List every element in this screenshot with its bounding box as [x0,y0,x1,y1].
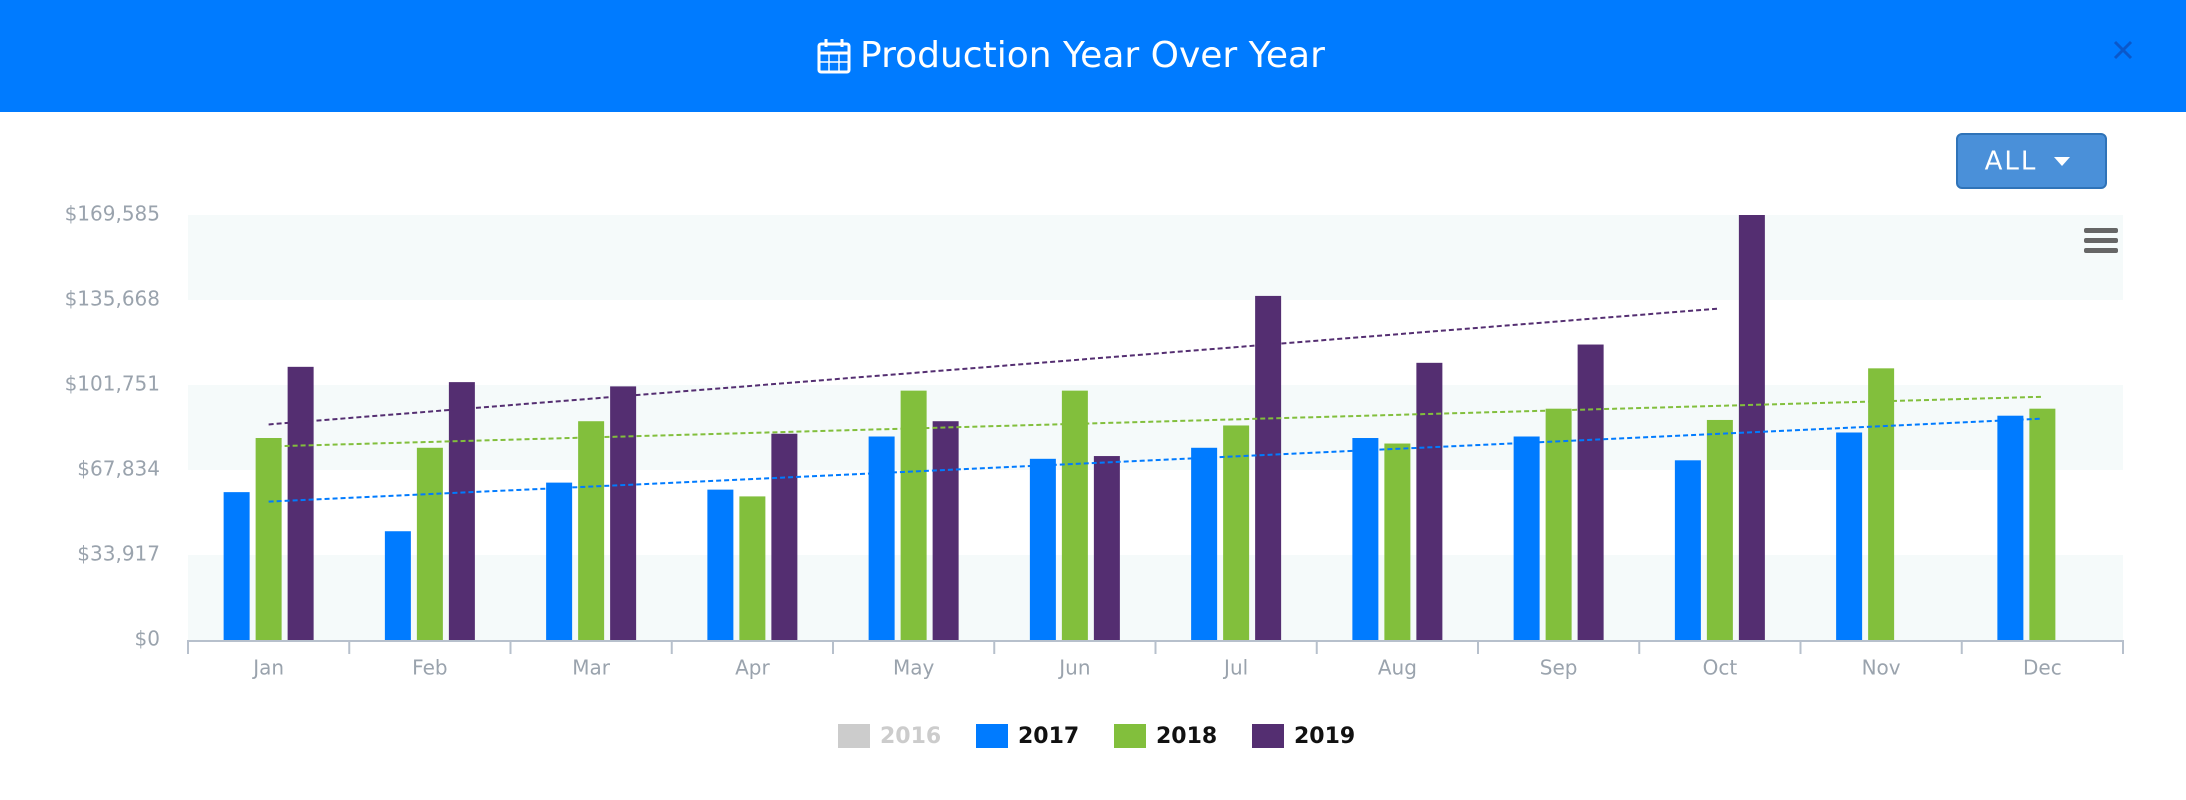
plot-band [188,385,2123,470]
legend-label: 2016 [880,724,941,749]
x-tick-label: Apr [735,656,770,680]
bar [287,366,314,640]
legend-swatch [1252,724,1284,748]
legend-item[interactable]: 2017 [976,724,1079,749]
bar [255,438,282,640]
bar [868,436,895,640]
bar [900,390,927,640]
bar [1223,425,1250,640]
legend-item[interactable]: 2019 [1252,724,1355,749]
plot: $0 $33,917 $67,834 $101,751 $135,668 $169,585… [65,202,2124,749]
bar [1384,443,1411,640]
x-tick-label: Sep [1540,656,1578,680]
bar [223,492,250,640]
bar [1836,432,1863,640]
legend-item[interactable]: 2016 [838,724,941,749]
bar [1545,408,1572,640]
bar [1191,447,1218,640]
bar [1997,415,2024,640]
x-tick-label: Nov [1862,656,1901,680]
calendar-icon [817,39,851,74]
legend-item[interactable]: 2018 [1114,724,1217,749]
bar [610,386,637,640]
modal-header [0,0,2186,112]
chart-menu[interactable] [2084,228,2118,253]
dropdown-label: ALL [1985,147,2038,177]
bar [1577,344,1604,640]
bar [2029,408,2056,640]
bar [1061,390,1088,640]
y-tick-label: $101,751 [65,372,160,396]
bar [1093,456,1120,640]
x-tick-label: May [893,656,935,680]
plot-band [188,555,2123,640]
legend-label: 2017 [1018,724,1079,749]
legend-swatch [838,724,870,748]
x-tick-label: Feb [412,656,447,680]
y-tick-label: $33,917 [77,542,160,566]
x-tick-label: Jul [1222,656,1248,680]
bar [1513,436,1540,640]
modal-title: Production Year Over Year [860,35,1325,76]
bar [1416,362,1443,640]
bar [416,447,443,640]
bar [1706,419,1733,640]
legend-label: 2018 [1156,724,1217,749]
bar [739,496,766,640]
x-tick-label: Aug [1378,656,1417,680]
y-tick-label: $0 [135,627,160,651]
bar [771,433,798,640]
bar [707,489,734,640]
bar [384,531,411,640]
plot-band [188,215,2123,300]
bar [448,382,475,640]
x-tick-label: Oct [1703,656,1738,680]
bar [1674,460,1701,640]
legend-swatch [976,724,1008,748]
bar [1029,458,1056,640]
trend-line [268,307,1720,426]
bar [1352,438,1379,640]
bar [1868,368,1895,640]
x-tick-label: Dec [2023,656,2062,680]
legend-label: 2019 [1294,724,1355,749]
y-tick-label: $67,834 [77,457,160,481]
x-tick-label: Jun [1057,656,1090,680]
legend-swatch [1114,724,1146,748]
y-tick-label: $169,585 [65,202,160,226]
bar [546,482,573,640]
y-tick-label: $135,668 [65,287,160,311]
bar [1255,295,1282,640]
bar [578,421,605,640]
close-button[interactable] [2113,40,2133,60]
bar [1738,215,1765,640]
x-tick-label: Jan [251,656,284,680]
x-tick-label: Mar [572,656,611,680]
dropdown-button[interactable]: ALL [1956,133,2107,189]
bar [932,421,959,640]
